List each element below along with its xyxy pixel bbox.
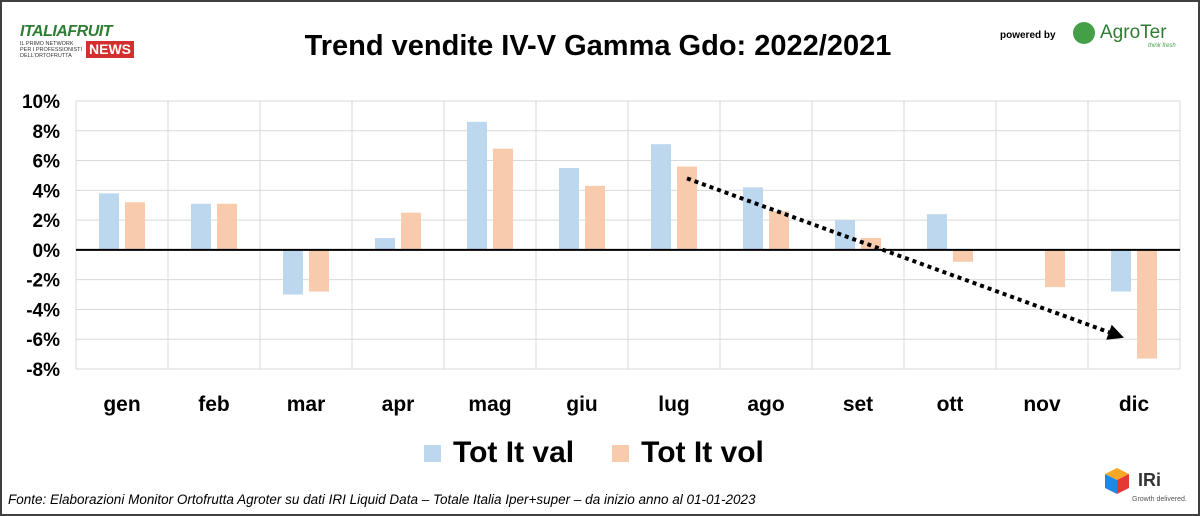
x-tick-label: dic xyxy=(1119,393,1150,416)
bar-val-set xyxy=(835,220,855,250)
logo-news: NEWS xyxy=(86,41,134,58)
iri-cube-icon xyxy=(1105,468,1129,494)
legend-swatch-val xyxy=(424,444,441,462)
trend-arrow-head xyxy=(1106,324,1124,340)
x-tick-label: mag xyxy=(468,393,511,416)
x-tick-label: mar xyxy=(287,393,326,416)
x-tick-labels: gen feb mar apr mag giu lug ago set ott nov dic xyxy=(103,393,1149,416)
iri-logo: IRi xyxy=(1138,470,1162,490)
y-tick-label: 2% xyxy=(33,211,61,232)
bar-val-dic xyxy=(1111,249,1131,292)
y-tick-label: -4% xyxy=(26,300,60,321)
x-tick-label: nov xyxy=(1023,393,1061,416)
legend-swatch-vol xyxy=(612,444,630,462)
y-tick-label: 4% xyxy=(33,181,61,202)
y-tick-label: 6% xyxy=(33,152,61,173)
y-tick-labels: 10% 8% 6% 4% 2% 0% -2% -4% -6% -8% xyxy=(22,92,60,381)
italiafruit-logo: ITALIAFRUIT IL PRIMO NETWORK PER I PROFE… xyxy=(20,24,160,60)
bar-val-apr xyxy=(375,237,395,250)
bar-vol-gen xyxy=(125,202,145,250)
bar-val-mag xyxy=(467,121,487,250)
x-tick-label: set xyxy=(843,393,873,416)
legend-label-vol: Tot It vol xyxy=(641,436,764,469)
x-tick-label: lug xyxy=(658,393,690,416)
bar-vol-mag xyxy=(493,148,513,250)
y-tick-label: 8% xyxy=(33,122,61,143)
agroter-tree-icon xyxy=(1073,22,1095,44)
logo-brand: ITALIAFRUIT xyxy=(20,23,112,40)
y-tick-label: 10% xyxy=(22,92,60,113)
bar-vol-mar xyxy=(309,249,329,292)
legend-item-val: Tot It val xyxy=(424,436,574,470)
bar-val-feb xyxy=(191,203,211,250)
agroter-logo: AgroTer xyxy=(1100,22,1167,43)
bar-val-giu xyxy=(559,168,579,250)
y-tick-label: 0% xyxy=(33,241,61,262)
bar-val-gen xyxy=(99,193,119,250)
x-tick-label: gen xyxy=(103,393,140,416)
legend-item-vol: Tot It vol xyxy=(612,436,764,470)
x-tick-label: ago xyxy=(747,393,784,416)
chart-plot: 10% 8% 6% 4% 2% 0% -2% -4% -6% -8% gen feb mar apr ma… xyxy=(22,92,1181,416)
gridlines xyxy=(75,100,1181,370)
legend: Tot It val Tot It vol xyxy=(424,436,802,470)
bar-vol-feb xyxy=(217,203,237,250)
logo-tagline: IL PRIMO NETWORK PER I PROFESSIONISTI DE… xyxy=(20,41,83,59)
chart-title: Trend vendite IV-V Gamma Gdo: 2022/2021 xyxy=(304,30,892,62)
bar-vol-giu xyxy=(585,185,605,250)
bar-vol-ott xyxy=(953,249,973,262)
bar-val-ago xyxy=(743,187,763,250)
trend-arrow xyxy=(686,176,1124,340)
x-tick-label: feb xyxy=(198,393,230,416)
y-tick-label: -2% xyxy=(26,271,60,292)
bar-val-ott xyxy=(927,214,947,250)
iri-tagline: Growth delivered. xyxy=(1132,496,1187,503)
powered-by-label: powered by xyxy=(1000,30,1056,41)
bar-vol-apr xyxy=(401,212,421,250)
x-tick-label: giu xyxy=(566,393,598,416)
bar-vol-ago xyxy=(769,211,789,250)
x-tick-label: ott xyxy=(937,393,964,416)
bar-vol-lug xyxy=(677,166,697,250)
source-note: Fonte: Elaborazioni Monitor Ortofrutta A… xyxy=(8,492,756,507)
y-tick-label: -8% xyxy=(26,360,60,381)
bar-vol-dic xyxy=(1137,249,1157,359)
y-tick-label: -6% xyxy=(26,330,60,351)
bar-val-mar xyxy=(283,249,303,295)
bar-val-lug xyxy=(651,144,671,250)
bar-vol-nov xyxy=(1045,249,1065,288)
agroter-tagline: think fresh xyxy=(1148,43,1176,49)
x-tick-label: apr xyxy=(382,393,415,416)
legend-label-val: Tot It val xyxy=(453,436,575,469)
trend-arrow-line xyxy=(686,176,1110,335)
